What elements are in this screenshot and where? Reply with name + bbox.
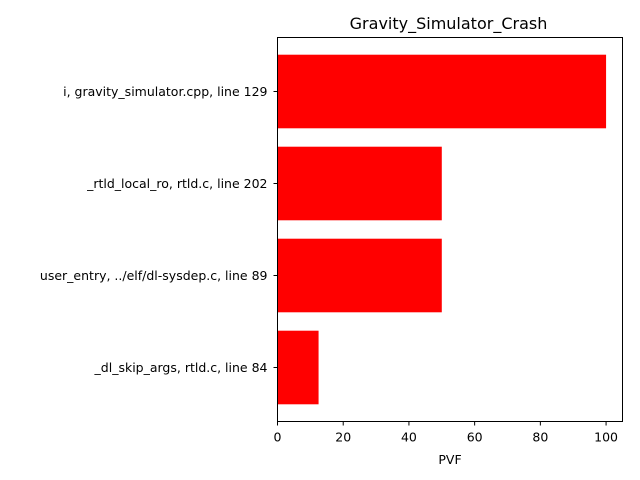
chart-title: Gravity_Simulator_Crash [350, 14, 548, 34]
x-tick-label-5: 100 [594, 430, 618, 445]
y-tick-label-1: _rtld_local_ro, rtld.c, line 202 [86, 176, 267, 191]
y-axis-ticks: i, gravity_simulator.cpp, line 129 _rtld_… [40, 84, 278, 375]
x-tick-label-2: 40 [401, 430, 417, 445]
bar-2 [277, 238, 442, 313]
x-axis-ticks: 0 20 40 60 80 100 [274, 421, 618, 445]
y-tick-label-0: i, gravity_simulator.cpp, line 129 [63, 84, 267, 99]
x-axis-label: PVF [438, 452, 461, 467]
bar-3 [277, 330, 319, 405]
x-tick-label-0: 0 [274, 430, 282, 445]
plot-frame [277, 37, 623, 422]
bar-0 [277, 54, 607, 129]
bars-layer [277, 54, 607, 405]
y-tick-label-3: _dl_skip_args, rtld.c, line 84 [94, 360, 268, 375]
y-tick-label-2: user_entry, ../elf/dl-sysdep.c, line 89 [40, 268, 268, 283]
x-tick-label-4: 80 [532, 430, 548, 445]
bar-1 [277, 146, 442, 221]
x-tick-label-3: 60 [467, 430, 483, 445]
x-tick-label-1: 20 [335, 430, 351, 445]
